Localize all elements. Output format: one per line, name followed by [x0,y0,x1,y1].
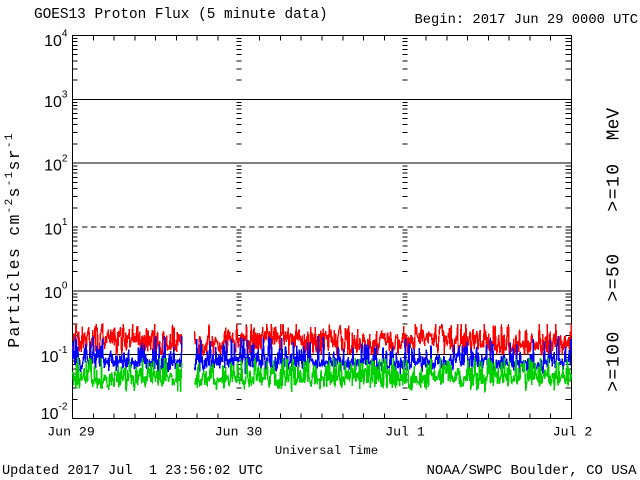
svg-text:102: 102 [44,153,68,174]
svg-text:Jul 1: Jul 1 [385,425,425,440]
svg-text:>=10: >=10 [605,162,625,211]
svg-text:10-1: 10-1 [41,345,68,366]
svg-text:Particles cm-2s-1sr-1: Particles cm-2s-1sr-1 [4,132,24,347]
svg-text:GOES13 Proton Flux (5 minute d: GOES13 Proton Flux (5 minute data) [34,7,328,23]
svg-text:100: 100 [44,281,68,302]
svg-text:103: 103 [44,90,68,111]
svg-text:Jul 2: Jul 2 [553,425,593,440]
svg-text:Universal Time: Universal Time [275,444,378,458]
svg-text:10-2: 10-2 [41,402,68,423]
svg-text:101: 101 [44,217,68,238]
svg-text:Begin: 2017 Jun 29 0000 UTC: Begin: 2017 Jun 29 0000 UTC [414,12,638,28]
svg-text:Jun 30: Jun 30 [215,425,263,440]
svg-text:Updated 2017 Jul 1 23:56:02 U: Updated 2017 Jul 1 23:56:02 UTC [2,464,263,479]
svg-text:MeV: MeV [605,108,625,141]
svg-text:>=100: >=100 [605,330,625,392]
svg-text:Jun 29: Jun 29 [47,425,94,440]
svg-text:104: 104 [44,29,68,50]
svg-text:NOAA/SWPC Boulder, CO USA: NOAA/SWPC Boulder, CO USA [426,463,637,479]
svg-text:>=50: >=50 [605,252,625,301]
